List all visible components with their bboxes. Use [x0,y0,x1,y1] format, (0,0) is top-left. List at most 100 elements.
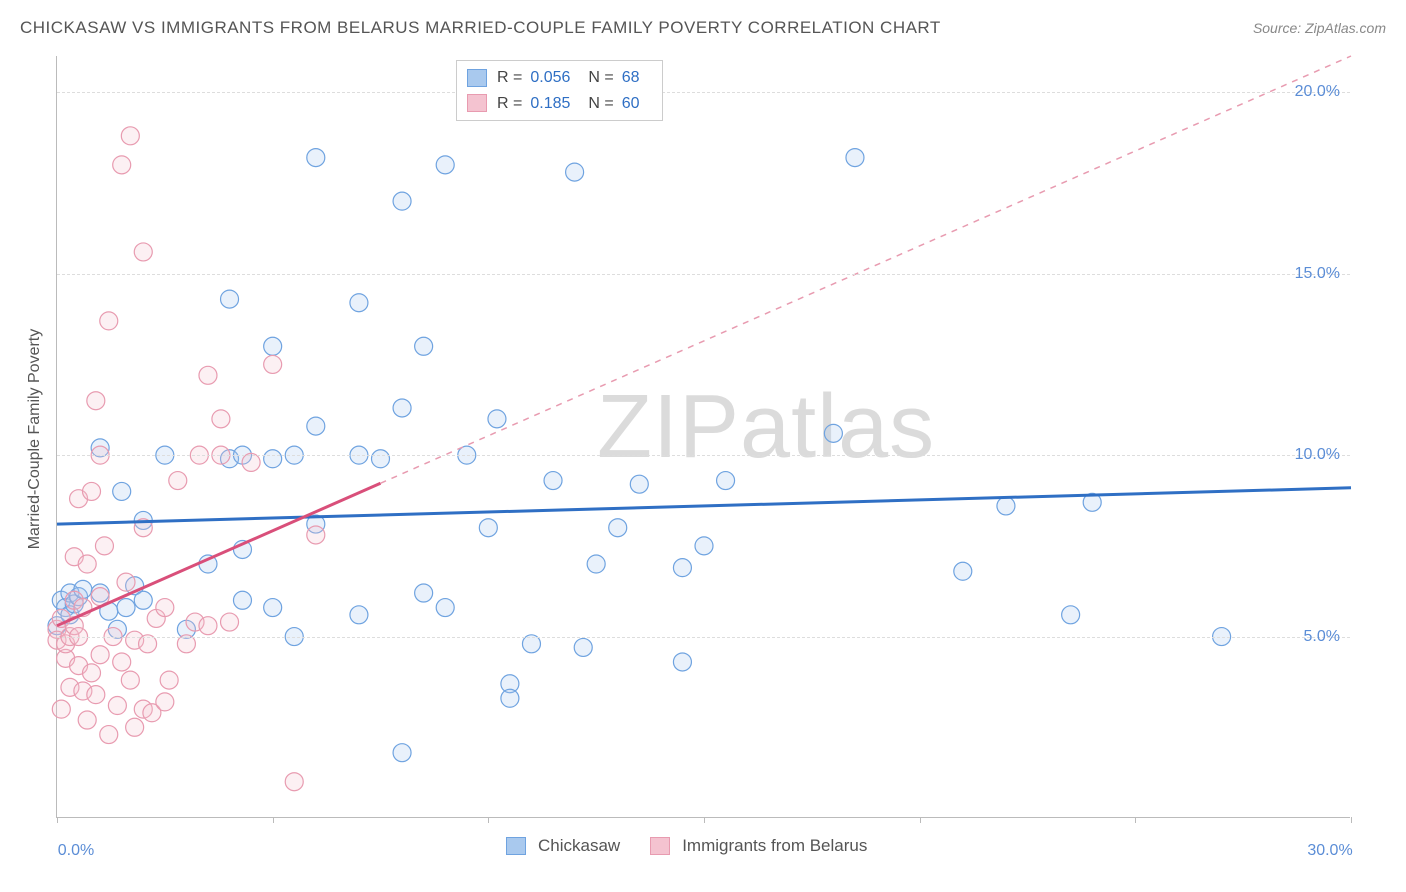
data-point [169,472,187,490]
data-point [156,599,174,617]
legend-r-value: 0.056 [530,65,570,91]
data-point [121,671,139,689]
legend-swatch [467,69,487,87]
data-point [126,718,144,736]
y-tick-label: 5.0% [1304,628,1340,646]
data-point [91,646,109,664]
legend-swatch [467,94,487,112]
data-point [393,192,411,210]
title-bar: CHICKASAW VS IMMIGRANTS FROM BELARUS MAR… [20,18,1386,38]
trend-line [57,488,1351,524]
chart-svg [57,56,1351,818]
x-tick [1135,817,1136,823]
data-point [134,591,152,609]
grid-line [57,92,1350,93]
legend-item-label: Immigrants from Belarus [682,836,867,856]
legend-item: Immigrants from Belarus [650,836,867,856]
data-point [221,290,239,308]
data-point [78,555,96,573]
data-point [95,537,113,555]
y-tick-label: 15.0% [1295,265,1340,283]
legend-n-value: 68 [622,65,640,91]
legend-n-value: 60 [622,91,640,117]
data-point [212,410,230,428]
chart-title: CHICKASAW VS IMMIGRANTS FROM BELARUS MAR… [20,18,941,38]
grid-line [57,637,1350,638]
legend-r-value: 0.185 [530,91,570,117]
data-point [630,475,648,493]
data-point [121,127,139,145]
data-point [87,392,105,410]
data-point [264,599,282,617]
legend-r-label: R = [497,91,522,117]
y-axis-label: Married-Couple Family Poverty [26,314,44,564]
data-point [544,472,562,490]
data-point [372,450,390,468]
data-point [574,638,592,656]
legend-top: R = 0.056 N = 68R = 0.185 N = 60 [456,60,663,121]
data-point [307,417,325,435]
x-tick [273,817,274,823]
data-point [1062,606,1080,624]
data-point [307,526,325,544]
data-point [221,613,239,631]
data-point [673,653,691,671]
data-point [100,726,118,744]
data-point [393,744,411,762]
data-point [264,355,282,373]
data-point [479,519,497,537]
data-point [566,163,584,181]
data-point [113,156,131,174]
data-point [824,424,842,442]
data-point [609,519,627,537]
x-tick [1351,817,1352,823]
x-max-label: 30.0% [1307,842,1352,860]
data-point [83,664,101,682]
data-point [415,337,433,355]
data-point [134,243,152,261]
data-point [997,497,1015,515]
data-point [717,472,735,490]
data-point [87,686,105,704]
data-point [285,773,303,791]
x-tick [488,817,489,823]
data-point [156,693,174,711]
data-point [160,671,178,689]
data-point [199,617,217,635]
x-tick [57,817,58,823]
data-point [488,410,506,428]
data-point [117,599,135,617]
data-point [264,450,282,468]
data-point [501,689,519,707]
grid-line [57,455,1350,456]
plot-area: ZIPatlas 5.0%10.0%15.0%20.0% [56,56,1350,818]
data-point [954,562,972,580]
data-point [695,537,713,555]
x-tick [920,817,921,823]
legend-stat-row: R =0.056N =68 [467,65,652,91]
data-point [83,482,101,500]
data-point [113,653,131,671]
legend-n-label: N = [588,65,613,91]
legend-bottom: Chickasaw Immigrants from Belarus [506,836,867,856]
x-tick [704,817,705,823]
data-point [673,559,691,577]
data-point [393,399,411,417]
data-point [264,337,282,355]
data-point [846,149,864,167]
data-point [587,555,605,573]
data-point [436,599,454,617]
source-label: Source: ZipAtlas.com [1253,20,1386,36]
legend-item: Chickasaw [506,836,620,856]
data-point [436,156,454,174]
legend-n-label: N = [588,91,613,117]
grid-line [57,274,1350,275]
x-min-label: 0.0% [58,842,94,860]
data-point [117,573,135,591]
legend-item-label: Chickasaw [538,836,620,856]
data-point [233,591,251,609]
data-point [350,294,368,312]
legend-stat-row: R = 0.185 N = 60 [467,91,652,117]
data-point [307,149,325,167]
data-point [113,482,131,500]
